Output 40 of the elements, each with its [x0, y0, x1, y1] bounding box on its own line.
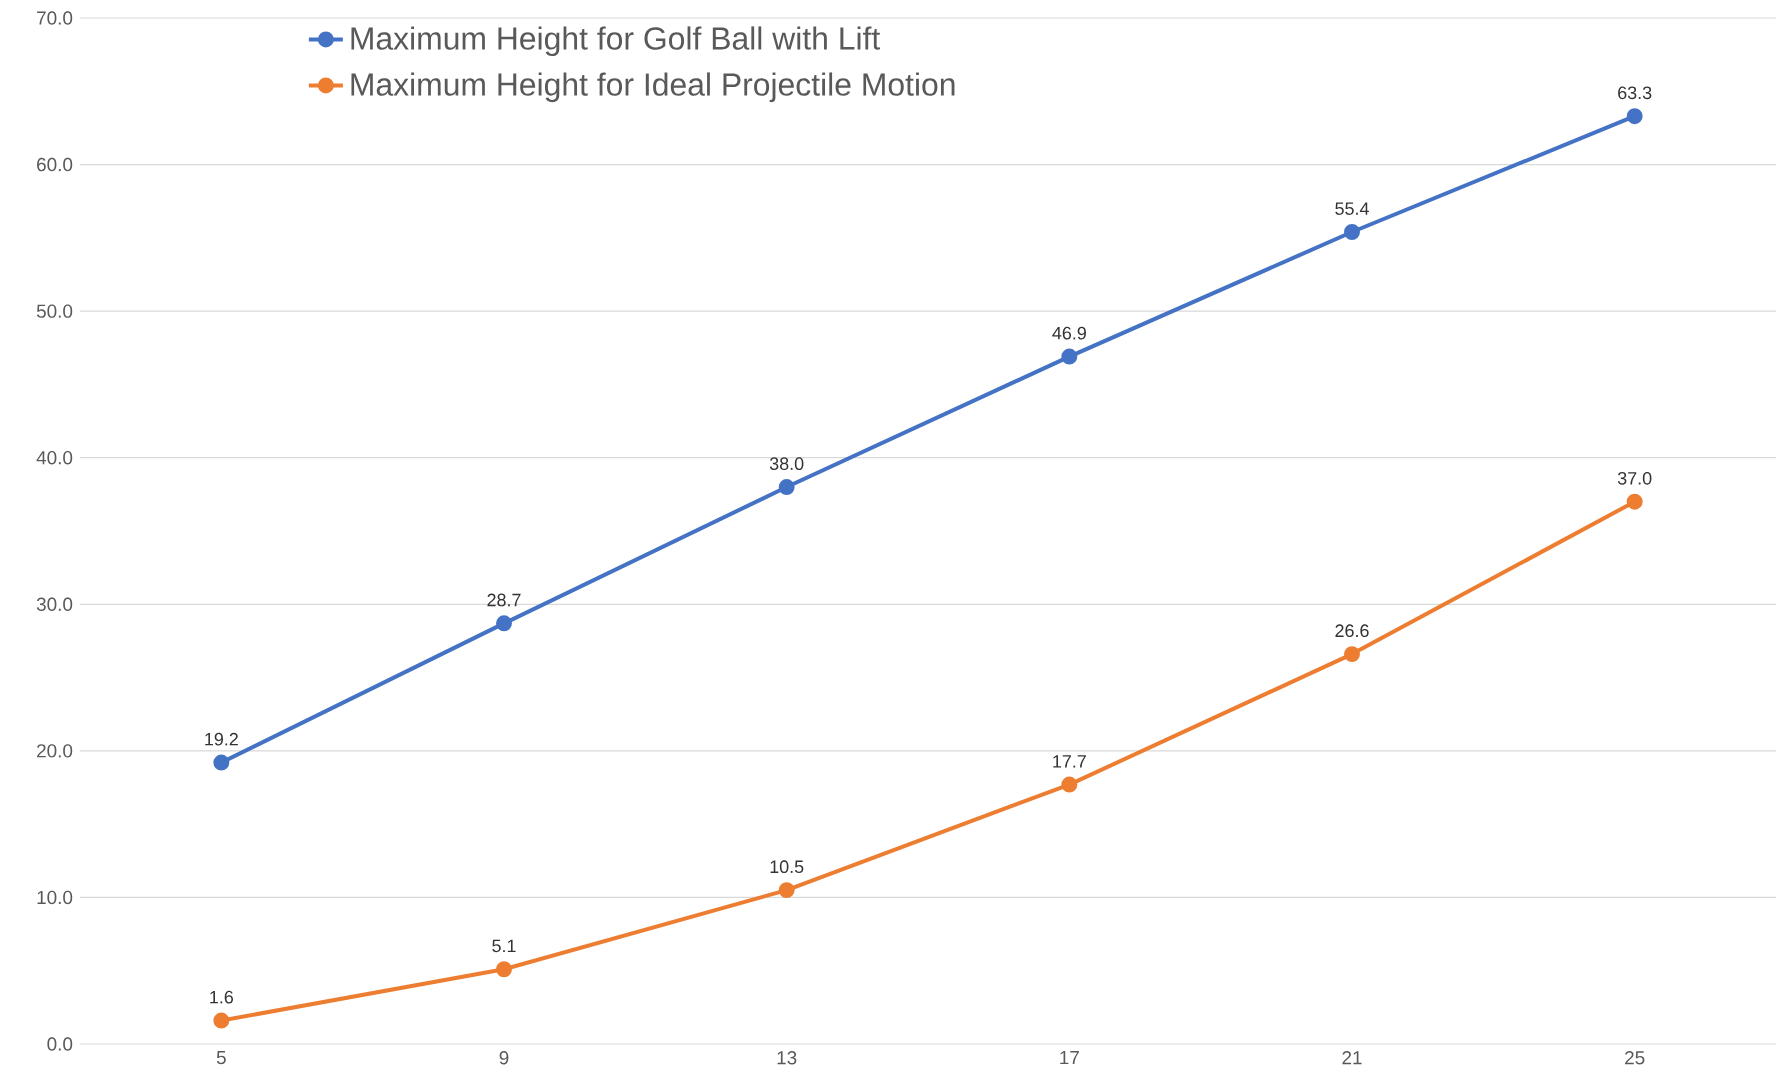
- point: [213, 1012, 230, 1029]
- legend-label: Maximum Height for Ideal Projectile Motion: [351, 72, 955, 103]
- data-label: 26.6: [1335, 624, 1369, 638]
- point: [1344, 646, 1360, 663]
- x-tick-label: 9: [499, 1051, 509, 1065]
- data-label: 19.2: [205, 732, 238, 746]
- legend-label: Maximum Height for Golf Ball with Lift: [351, 26, 881, 57]
- y-tick-label: 50.0: [36, 304, 73, 318]
- x-tick-label: 5: [216, 1051, 226, 1065]
- y-tick-label: 70.0: [37, 11, 73, 25]
- x-tick-label: 13: [777, 1051, 797, 1065]
- data-label: 1.6: [210, 990, 234, 1004]
- data-label: 5.1: [492, 939, 516, 953]
- y-tick-label: 40.0: [36, 451, 73, 465]
- point: [1626, 493, 1643, 510]
- y-tick-label: 0.0: [47, 1037, 73, 1051]
- data-label: 10.5: [770, 860, 804, 874]
- point: [213, 754, 230, 771]
- y-tick-label: 30.0: [36, 597, 73, 611]
- x-tick-label: 17: [1060, 1051, 1079, 1065]
- data-label: 17.7: [1053, 755, 1086, 768]
- point: [496, 961, 512, 978]
- point: [1344, 224, 1360, 240]
- data-label: 55.4: [1335, 202, 1369, 215]
- data-label: 28.7: [487, 593, 521, 607]
- data-label: 37.0: [1617, 471, 1652, 485]
- point: [496, 615, 512, 632]
- x-tick-label: 25: [1625, 1051, 1645, 1065]
- data-label: 46.9: [1052, 326, 1086, 340]
- x-tick-label: 21: [1342, 1051, 1362, 1065]
- y-tick-label: 60.0: [37, 157, 73, 172]
- data-label: 38.0: [769, 457, 804, 470]
- point: [778, 479, 795, 496]
- y-tick-label: 20.0: [37, 744, 73, 758]
- point: [1061, 348, 1078, 365]
- y-tick-label: 10.0: [37, 890, 73, 905]
- point: [1061, 776, 1078, 793]
- data-label: 63.3: [1618, 86, 1652, 100]
- point: [778, 882, 795, 899]
- point: [1626, 108, 1643, 125]
